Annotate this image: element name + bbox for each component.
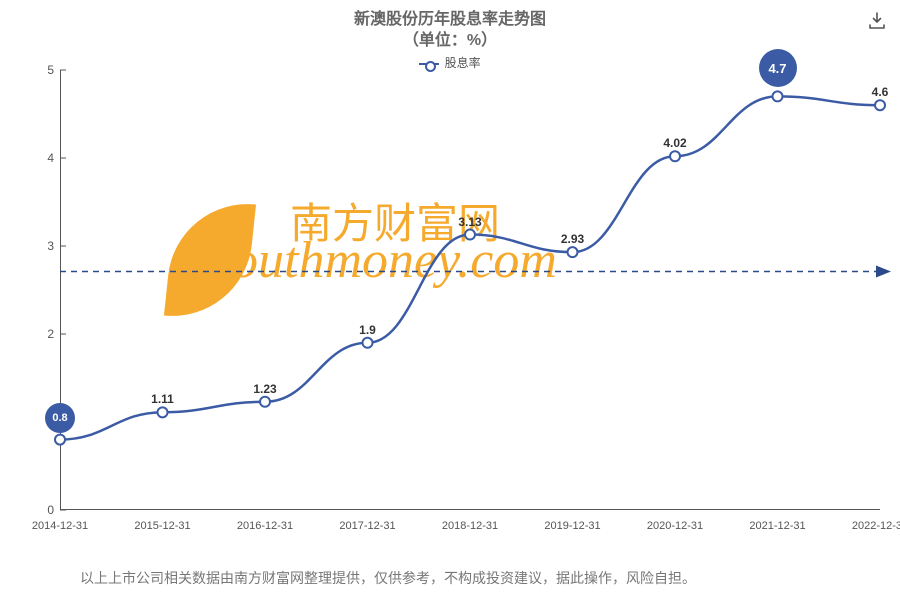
title-line-1: 新澳股份历年股息率走势图	[0, 10, 900, 31]
data-label: 3.13	[458, 215, 481, 229]
plot-area: 0123452014-12-312015-12-312016-12-312017…	[60, 70, 880, 510]
download-icon[interactable]	[868, 12, 886, 30]
data-label: 2.93	[561, 232, 584, 246]
y-tick: 0	[30, 503, 54, 517]
data-label: 4.6	[872, 85, 889, 99]
title-line-2: （单位：%）	[0, 31, 900, 52]
x-tick: 2017-12-31	[339, 520, 395, 532]
line-svg	[60, 70, 880, 510]
legend-label: 股息率	[445, 56, 481, 70]
x-tick: 2022-12-31	[852, 520, 900, 532]
x-tick: 2020-12-31	[647, 520, 703, 532]
data-label: 4.02	[663, 136, 686, 150]
footer-text: 以上上市公司相关数据由南方财富网整理提供，仅供参考，不构成投资建议，据此操作，风…	[80, 568, 696, 588]
x-tick: 2016-12-31	[237, 520, 293, 532]
y-tick: 2	[30, 327, 54, 341]
x-tick: 2014-12-31	[32, 520, 88, 532]
data-label: 1.11	[151, 392, 174, 406]
x-tick: 2018-12-31	[442, 520, 498, 532]
data-label: 1.23	[253, 382, 276, 396]
chart-container: 新澳股份历年股息率走势图 （单位：%） 股息率 南方财富网 outhmoney.…	[0, 0, 900, 600]
highlight-bubble-first: 0.8	[45, 403, 75, 433]
highlight-bubble-max: 4.7	[759, 49, 797, 87]
y-tick: 3	[30, 239, 54, 253]
chart-title: 新澳股份历年股息率走势图 （单位：%）	[0, 10, 900, 52]
data-label: 1.9	[359, 323, 376, 337]
y-tick: 4	[30, 151, 54, 165]
x-tick: 2019-12-31	[544, 520, 600, 532]
x-tick: 2021-12-31	[749, 520, 805, 532]
x-tick: 2015-12-31	[134, 520, 190, 532]
legend-marker	[419, 63, 439, 65]
y-tick: 5	[30, 63, 54, 77]
